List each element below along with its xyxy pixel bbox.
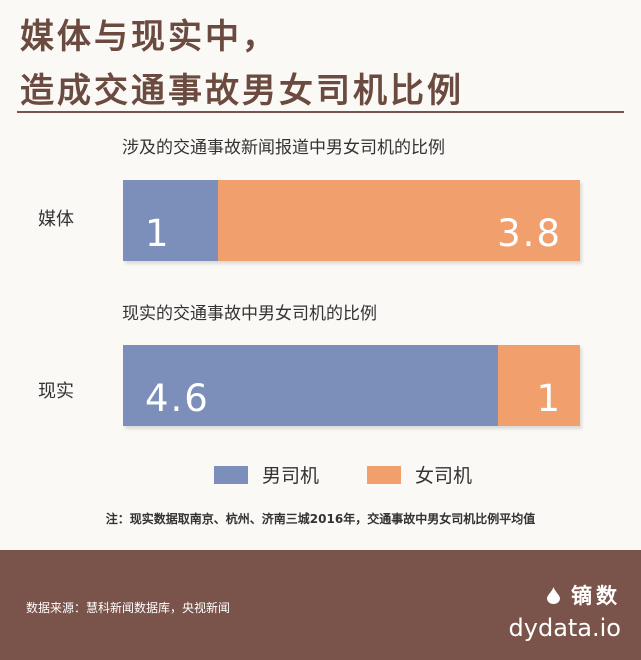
drop-icon bbox=[547, 586, 560, 604]
bar-reality: 4.6 1 bbox=[123, 345, 580, 426]
subtitle-reality: 现实的交通事故中男女司机的比例 bbox=[122, 304, 377, 324]
bar-segment-female-0: 3.8 bbox=[218, 180, 580, 261]
bar-segment-male-1: 4.6 bbox=[123, 345, 499, 426]
brand-url: dydata.io bbox=[508, 614, 621, 642]
footer: 数据来源：慧科新闻数据库，央视新闻 镝数 dydata.io bbox=[0, 550, 641, 660]
legend: 男司机 女司机 bbox=[214, 461, 520, 488]
legend-item-male: 男司机 bbox=[214, 461, 319, 488]
legend-swatch-female bbox=[367, 465, 402, 484]
title-divider bbox=[17, 111, 624, 113]
footnote: 注：现实数据取南京、杭州、济南三城2016年，交通事故中男女司机比例平均值 bbox=[105, 512, 536, 526]
legend-swatch-male bbox=[214, 465, 248, 484]
brand-name: 镝数 bbox=[509, 580, 621, 610]
row-label-reality: 现实 bbox=[38, 381, 74, 402]
data-label: 4.6 bbox=[145, 377, 210, 420]
row-label-media: 媒体 bbox=[38, 209, 74, 230]
data-label: 3.8 bbox=[497, 212, 562, 255]
data-source: 数据来源：慧科新闻数据库，央视新闻 bbox=[26, 601, 231, 615]
bar-segment-female-1: 1 bbox=[498, 345, 580, 426]
bar-segment-male-0: 1 bbox=[123, 180, 219, 261]
legend-item-female: 女司机 bbox=[367, 461, 472, 488]
bar-media: 1 3.8 bbox=[123, 180, 580, 261]
subtitle-media: 涉及的交通事故新闻报道中男女司机的比例 bbox=[122, 138, 445, 158]
brand-logo: 镝数 dydata.io bbox=[509, 580, 621, 642]
brand-name-text: 镝数 bbox=[571, 584, 621, 608]
chart-title-line1: 媒体与现实中， bbox=[20, 17, 279, 57]
legend-label-male: 男司机 bbox=[262, 465, 320, 487]
chart-title-line2: 造成交通事故男女司机比例 bbox=[20, 71, 464, 111]
legend-label-female: 女司机 bbox=[415, 465, 473, 487]
data-label: 1 bbox=[536, 377, 562, 420]
data-label: 1 bbox=[145, 212, 171, 255]
chart-title: 媒体与现实中， 造成交通事故男女司机比例 bbox=[20, 10, 464, 118]
